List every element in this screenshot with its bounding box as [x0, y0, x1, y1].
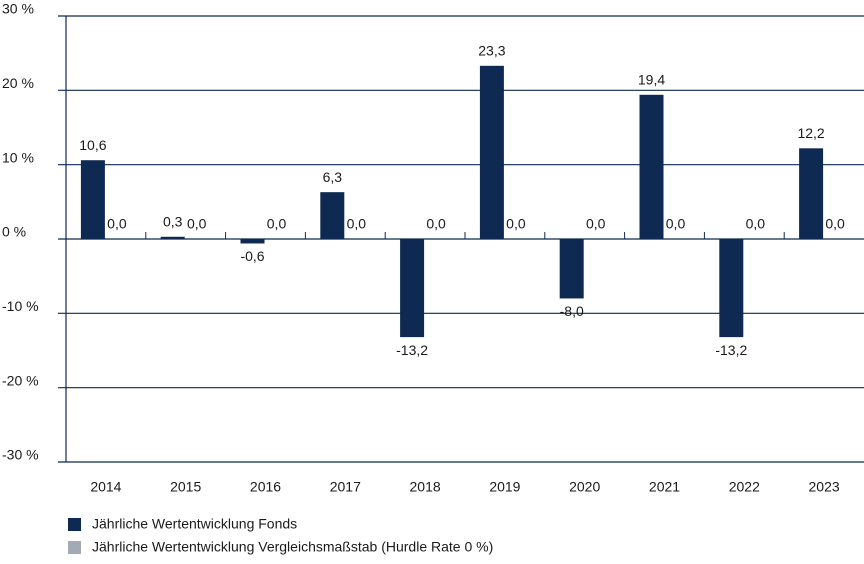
y-tick-label: -30 %	[2, 447, 39, 463]
data-label: -13,2	[715, 342, 747, 358]
data-label: 0,0	[586, 216, 606, 232]
x-tick-label: 2014	[90, 479, 121, 495]
data-label: 0,3	[163, 213, 183, 229]
x-tick-label: 2019	[489, 479, 520, 495]
data-label: 0,0	[746, 216, 766, 232]
x-tick-label: 2015	[170, 479, 201, 495]
y-tick-label: 0 %	[2, 224, 26, 240]
data-label: 23,3	[478, 43, 505, 59]
bar	[80, 160, 105, 239]
data-label: -0,6	[240, 248, 264, 264]
bar	[639, 94, 664, 239]
bar	[719, 239, 744, 338]
bar	[559, 239, 584, 299]
data-label: 0,0	[187, 216, 207, 232]
y-tick-label: 10 %	[2, 149, 34, 165]
bar	[479, 65, 504, 239]
bar	[320, 192, 345, 239]
data-label: -13,2	[396, 342, 428, 358]
bar	[160, 236, 185, 239]
data-label: 19,4	[638, 71, 665, 87]
data-label: 0,0	[107, 216, 127, 232]
legend-swatch	[68, 518, 81, 531]
bar	[400, 239, 425, 338]
data-label: 12,2	[797, 125, 824, 141]
data-label: 10,6	[79, 137, 106, 153]
x-tick-label: 2021	[649, 479, 680, 495]
bar	[240, 239, 265, 244]
data-label: 6,3	[323, 169, 343, 185]
y-tick-label: -10 %	[2, 298, 39, 314]
legend-swatch	[68, 541, 81, 554]
data-label: 0,0	[426, 216, 446, 232]
bar	[799, 148, 824, 239]
data-label: 0,0	[347, 216, 367, 232]
y-tick-label: -20 %	[2, 372, 39, 388]
x-tick-label: 2016	[250, 479, 281, 495]
y-tick-label: 20 %	[2, 75, 34, 91]
legend-label: Jährliche Wertentwicklung Vergleichsmaßs…	[92, 539, 493, 555]
data-label: 0,0	[267, 216, 287, 232]
x-tick-label: 2018	[410, 479, 441, 495]
x-tick-label: 2020	[569, 479, 600, 495]
legend-label: Jährliche Wertentwicklung Fonds	[92, 516, 297, 532]
data-label: 0,0	[666, 216, 686, 232]
data-label: 0,0	[506, 216, 526, 232]
data-label: -8,0	[560, 303, 584, 319]
x-tick-label: 2017	[330, 479, 361, 495]
x-tick-label: 2022	[729, 479, 760, 495]
x-tick-label: 2023	[809, 479, 840, 495]
y-tick-label: 30 %	[2, 1, 34, 17]
data-label: 0,0	[825, 216, 845, 232]
